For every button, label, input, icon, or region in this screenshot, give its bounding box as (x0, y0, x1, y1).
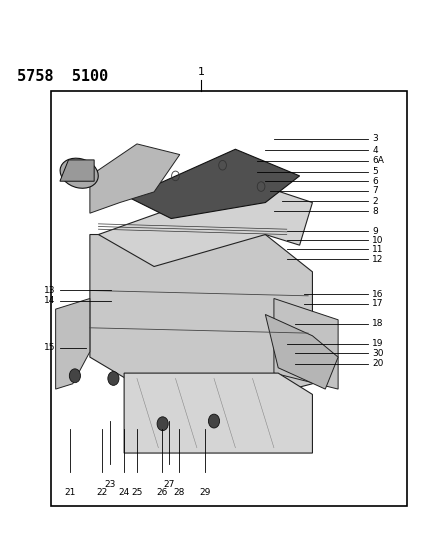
Polygon shape (124, 373, 312, 453)
Text: 16: 16 (372, 290, 384, 298)
Text: 25: 25 (131, 488, 143, 497)
Text: 26: 26 (156, 488, 167, 497)
Text: 14: 14 (44, 296, 56, 305)
Text: 28: 28 (173, 488, 184, 497)
Ellipse shape (60, 158, 98, 188)
Text: 5: 5 (372, 167, 378, 176)
Polygon shape (128, 149, 300, 219)
Text: 8: 8 (372, 207, 378, 215)
Text: 29: 29 (200, 488, 211, 497)
Text: 2: 2 (372, 197, 378, 206)
Text: 18: 18 (372, 319, 384, 328)
Polygon shape (98, 181, 312, 266)
Text: 27: 27 (163, 480, 175, 489)
Bar (51, 91, 407, 506)
Text: 7: 7 (372, 187, 378, 195)
Text: 24: 24 (119, 488, 130, 497)
Text: 1: 1 (198, 67, 205, 77)
Text: 10: 10 (372, 236, 384, 245)
Text: 12: 12 (372, 255, 384, 263)
Polygon shape (90, 235, 312, 416)
Text: 3: 3 (372, 134, 378, 143)
Text: 19: 19 (372, 340, 384, 348)
Text: 11: 11 (372, 245, 384, 254)
Text: 20: 20 (372, 359, 384, 368)
Polygon shape (56, 298, 90, 389)
Text: 6A: 6A (372, 157, 384, 165)
Text: 23: 23 (105, 480, 116, 489)
Text: 17: 17 (372, 300, 384, 308)
Polygon shape (90, 144, 180, 213)
Text: 5758  5100: 5758 5100 (17, 69, 108, 84)
Text: 9: 9 (372, 227, 378, 236)
Text: 22: 22 (96, 488, 107, 497)
Polygon shape (265, 314, 338, 389)
Text: 6: 6 (372, 177, 378, 185)
Text: 21: 21 (64, 488, 75, 497)
Text: 30: 30 (372, 349, 384, 358)
Polygon shape (274, 298, 338, 389)
Circle shape (208, 414, 220, 428)
Circle shape (69, 369, 80, 383)
Text: 4: 4 (372, 146, 378, 155)
Polygon shape (60, 160, 94, 181)
Circle shape (157, 417, 168, 431)
Text: 13: 13 (44, 286, 56, 295)
Text: 15: 15 (44, 343, 56, 352)
Circle shape (108, 372, 119, 385)
